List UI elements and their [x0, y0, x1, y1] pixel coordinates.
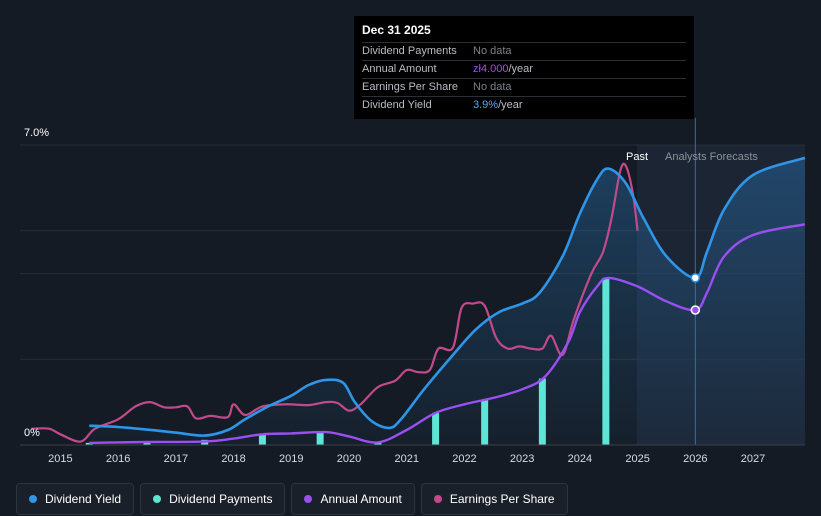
- legend-dividend-payments[interactable]: Dividend Payments: [140, 483, 286, 515]
- tooltip-value: No data: [473, 81, 512, 93]
- legend-earnings-per-share[interactable]: Earnings Per Share: [420, 483, 568, 515]
- dividend-yield-dot-icon: [29, 495, 37, 503]
- tooltip-label: Earnings Per Share: [362, 81, 458, 93]
- dividend-payment-bar: [143, 442, 151, 445]
- dividend-payment-bar: [85, 442, 93, 445]
- x-tick-label: 2020: [337, 453, 361, 465]
- tooltip-value: zł4.000: [473, 63, 509, 75]
- forecast-label: Analysts Forecasts: [665, 151, 758, 163]
- tooltip-date: Dec 31 2025: [362, 23, 431, 37]
- x-tick-label: 2021: [394, 453, 418, 465]
- x-tick-label: 2024: [568, 453, 592, 465]
- tooltip-row-earnings-per-share: Earnings Per Share No data: [362, 78, 686, 96]
- cursor-marker: [690, 273, 701, 283]
- cursor-markers: [690, 273, 701, 315]
- annual-amount-line: [89, 223, 806, 445]
- past-label: Past: [626, 151, 648, 163]
- y-axis-top-label: 7.0%: [24, 127, 49, 139]
- legend-label: Earnings Per Share: [449, 492, 555, 506]
- tooltip-unit: /year: [508, 63, 533, 75]
- legend-annual-amount[interactable]: Annual Amount: [291, 483, 415, 515]
- tooltip-value: No data: [473, 45, 512, 57]
- y-axis-bottom-label: 0%: [24, 427, 40, 439]
- cursor-marker: [690, 305, 701, 315]
- dividend-payment-bar: [432, 412, 440, 445]
- legend: Dividend Yield Dividend Payments Annual …: [16, 483, 568, 515]
- tooltip-unit: /year: [498, 99, 523, 111]
- legend-label: Annual Amount: [320, 492, 402, 506]
- earnings-per-share-dot-icon: [433, 495, 442, 503]
- dividend-yield-area: [89, 157, 806, 445]
- x-tick-label: 2025: [625, 453, 649, 465]
- legend-label: Dividend Yield: [45, 492, 122, 506]
- x-tick-label: 2026: [683, 453, 707, 465]
- legend-dividend-yield[interactable]: Dividend Yield: [16, 483, 135, 515]
- tooltip: Dec 31 2025 Dividend Payments No data An…: [354, 16, 694, 119]
- x-tick-label: 2016: [106, 453, 130, 465]
- dividend-chart: 7.0% 0% Past Analysts Forecasts 2015 2016…: [20, 118, 806, 465]
- dividend-payment-bar: [538, 378, 546, 445]
- x-tick-label: 2018: [221, 453, 245, 465]
- tooltip-label: Dividend Yield: [362, 99, 432, 111]
- earnings-per-share-line: [31, 162, 639, 443]
- tooltip-row-annual-amount: Annual Amount zł4.000 /year: [362, 60, 686, 78]
- dividend-payment-bar: [258, 434, 266, 445]
- annual-amount-dot-icon: [304, 495, 313, 503]
- x-tick-label: 2019: [279, 453, 303, 465]
- dividend-payment-bar: [374, 442, 382, 445]
- x-tick-label: 2015: [48, 453, 72, 465]
- x-tick-label: 2022: [452, 453, 476, 465]
- dividend-payment-bar: [481, 400, 489, 445]
- dividend-payment-bar: [602, 277, 610, 445]
- x-tick-label: 2017: [164, 453, 188, 465]
- x-axis-ticks: 2015 2016 2017 2018 2019 2020 2021 2022 2023 2024…: [48, 453, 765, 465]
- x-tick-label: 2027: [741, 453, 765, 465]
- tooltip-value: 3.9%: [473, 99, 499, 111]
- legend-label: Dividend Payments: [169, 492, 273, 506]
- tooltip-label: Annual Amount: [362, 63, 437, 75]
- tooltip-row-dividend-payments: Dividend Payments No data: [362, 42, 686, 60]
- dividend-yield-line: [89, 156, 806, 437]
- tooltip-row-dividend-yield: Dividend Yield 3.9% /year: [362, 96, 686, 114]
- tooltip-label: Dividend Payments: [362, 45, 457, 57]
- dividend-payment-bar: [316, 432, 324, 445]
- dividend-payments-dot-icon: [153, 495, 162, 503]
- x-tick-label: 2023: [510, 453, 534, 465]
